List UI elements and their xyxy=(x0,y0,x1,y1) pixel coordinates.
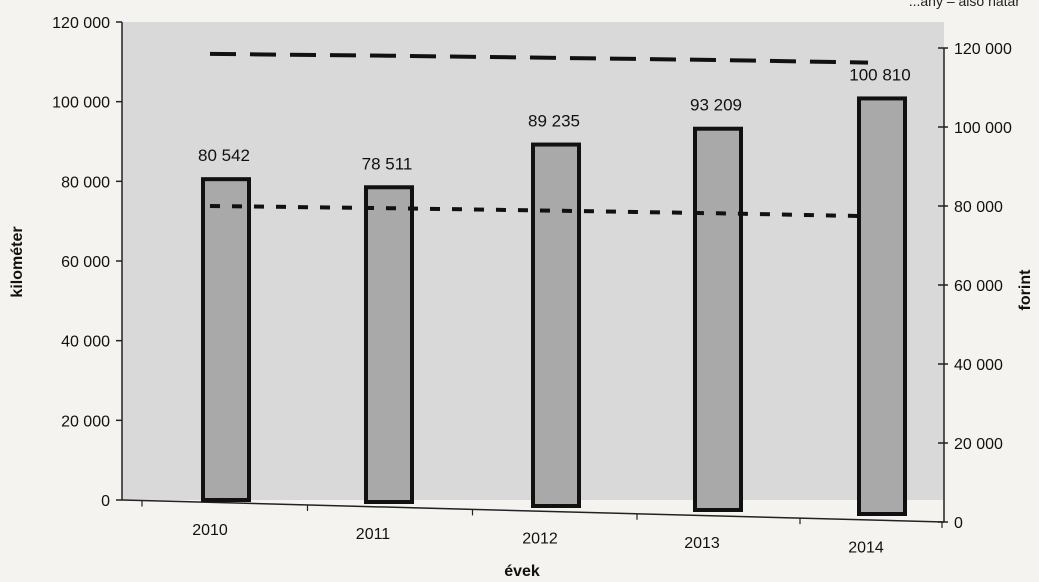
bars xyxy=(201,96,907,517)
y-tick-label: 60 000 xyxy=(61,254,110,271)
y2-tick-label: 60 000 xyxy=(954,278,1003,295)
y2-axis-title: forint xyxy=(1017,269,1034,311)
bar xyxy=(693,126,743,513)
x-tick-label: 2011 xyxy=(356,526,391,543)
y2-tick-label: 0 xyxy=(954,515,963,532)
y-axis-title: kilométer xyxy=(9,226,26,297)
left-axis: 0 20 000 40 000 60 000 80 000 100 000 120 000 xyxy=(52,15,123,510)
lines xyxy=(209,51,869,219)
x-axis-line xyxy=(121,499,945,523)
y-tick-label: 40 000 xyxy=(61,334,110,351)
y-tick-label: 80 000 xyxy=(61,174,110,191)
x-axis: 2010 2011 2012 2013 2014 xyxy=(121,499,945,556)
y2-tick-label: 120 000 xyxy=(954,41,1012,58)
legend-fragment: ...ány – alsó határ xyxy=(909,0,1021,9)
bar xyxy=(364,185,414,504)
bar xyxy=(201,177,251,502)
x-tick-label: 2012 xyxy=(522,531,558,548)
x-tick-label: 2014 xyxy=(848,539,884,556)
data-label: 78 511 xyxy=(362,154,413,173)
data-label: 89 235 xyxy=(528,112,580,131)
y-tick-label: 0 xyxy=(101,493,110,510)
y2-tick-label: 80 000 xyxy=(954,199,1003,216)
data-label: 100 810 xyxy=(849,65,910,84)
bar xyxy=(531,142,581,509)
bar xyxy=(857,96,907,517)
y2-tick-label: 100 000 xyxy=(954,120,1012,137)
y2-tick-label: 20 000 xyxy=(954,436,1003,453)
y-tick-label: 100 000 xyxy=(52,95,110,112)
x-tick-label: 2010 xyxy=(192,522,228,539)
y-tick-label: 120 000 xyxy=(52,15,110,32)
right-axis: 0 20 000 40 000 60 000 80 000 100 000 120 000 xyxy=(938,41,1012,532)
lower-limit-line xyxy=(209,204,869,219)
x-tick-label: 2013 xyxy=(684,535,720,552)
data-label: 93 209 xyxy=(690,96,742,115)
data-labels: 80 542 78 511 89 235 93 209 100 810 xyxy=(198,65,911,173)
data-label: 80 542 xyxy=(198,146,250,165)
y2-tick-label: 40 000 xyxy=(954,357,1003,374)
y-tick-label: 20 000 xyxy=(61,413,110,430)
x-axis-title: évek xyxy=(504,563,540,580)
